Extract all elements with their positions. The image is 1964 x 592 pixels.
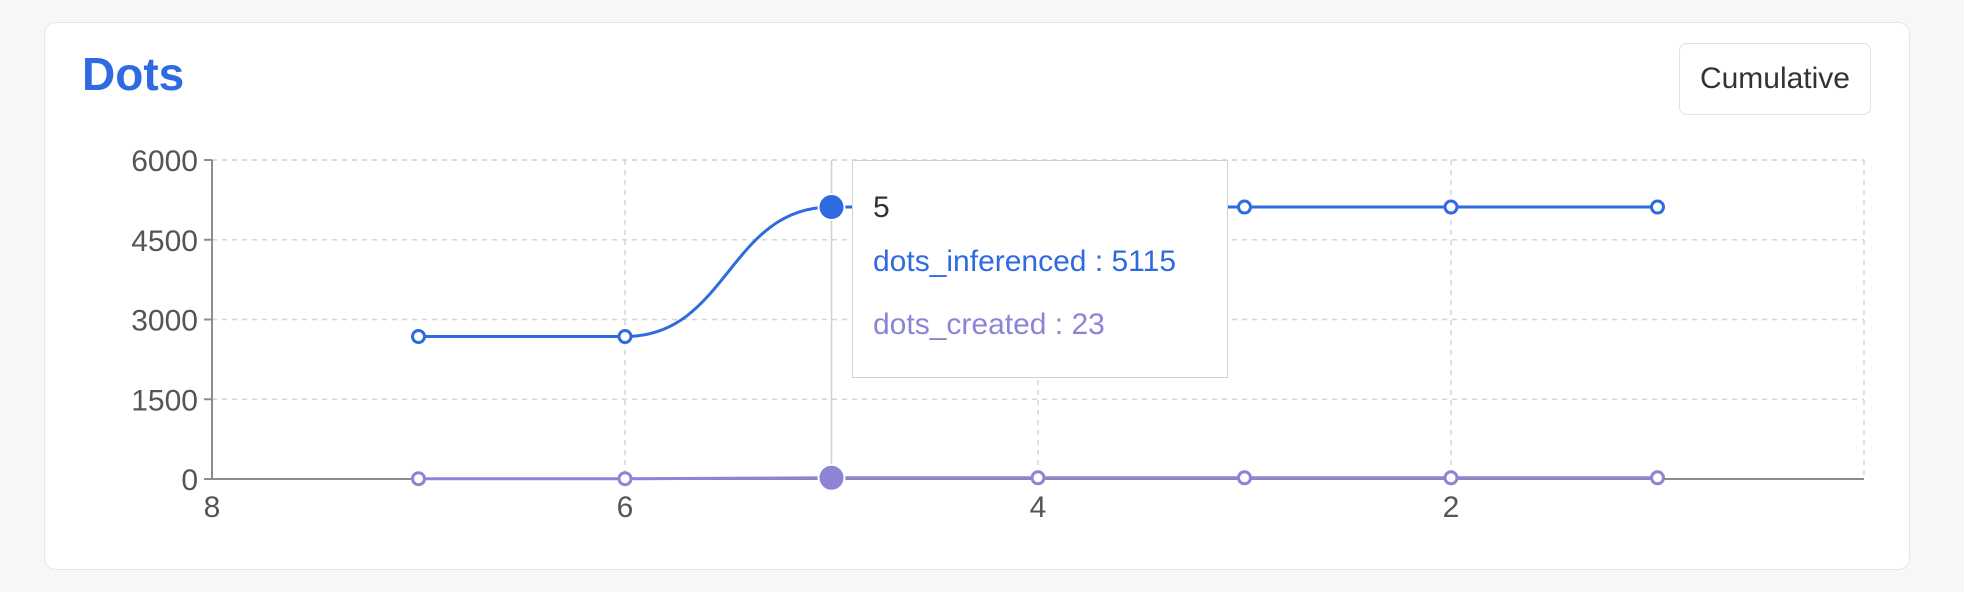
cumulative-button[interactable]: Cumulative [1678, 43, 1871, 115]
data-point-dots-created [1443, 470, 1459, 486]
y-tick-label: 3000 [131, 305, 198, 338]
tooltip-row-dots-inferenced: dots_inferenced : 5115 [873, 245, 1177, 278]
data-point-dots-created [1650, 470, 1665, 486]
tooltip-x-label: 5 [873, 191, 890, 224]
data-point-dots-created [411, 471, 426, 487]
data-point-dots-created-active [817, 463, 846, 492]
x-tick-label: 8 [204, 491, 221, 524]
data-point-dots-created [1030, 470, 1046, 486]
card-title: Dots [82, 48, 185, 100]
tooltip-row-dots-created: dots_created : 23 [873, 308, 1105, 341]
y-tick-label: 1500 [131, 384, 198, 417]
data-point-dots-inferenced [1237, 199, 1252, 215]
data-point-dots-inferenced [411, 329, 426, 345]
data-point-dots-inferenced [1650, 199, 1665, 215]
x-tick-label: 6 [617, 491, 634, 524]
y-tick-label: 0 [181, 464, 198, 497]
y-tick-label: 6000 [131, 145, 198, 178]
chart-tooltip: 5 dots_inferenced : 5115 dots_created : … [852, 160, 1228, 378]
data-point-dots-inferenced [1443, 199, 1459, 215]
data-point-dots-inferenced [617, 329, 633, 345]
x-tick-label: 2 [1443, 491, 1460, 524]
y-tick-label: 4500 [131, 225, 198, 258]
data-point-dots-created [1237, 470, 1252, 486]
x-tick-label: 4 [1030, 491, 1047, 524]
data-point-dots-inferenced-active [817, 193, 846, 222]
data-point-dots-created [617, 471, 633, 487]
